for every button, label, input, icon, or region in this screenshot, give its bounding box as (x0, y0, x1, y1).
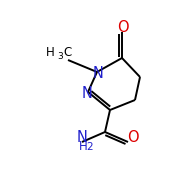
Text: O: O (127, 129, 139, 145)
Text: O: O (117, 19, 129, 35)
Text: 2: 2 (87, 142, 93, 152)
Text: N: N (82, 86, 93, 100)
Text: C: C (63, 46, 71, 58)
Text: H: H (79, 141, 87, 154)
Text: H: H (46, 46, 55, 58)
Text: N: N (76, 129, 87, 145)
Text: N: N (93, 66, 103, 80)
Text: 3: 3 (57, 51, 63, 60)
